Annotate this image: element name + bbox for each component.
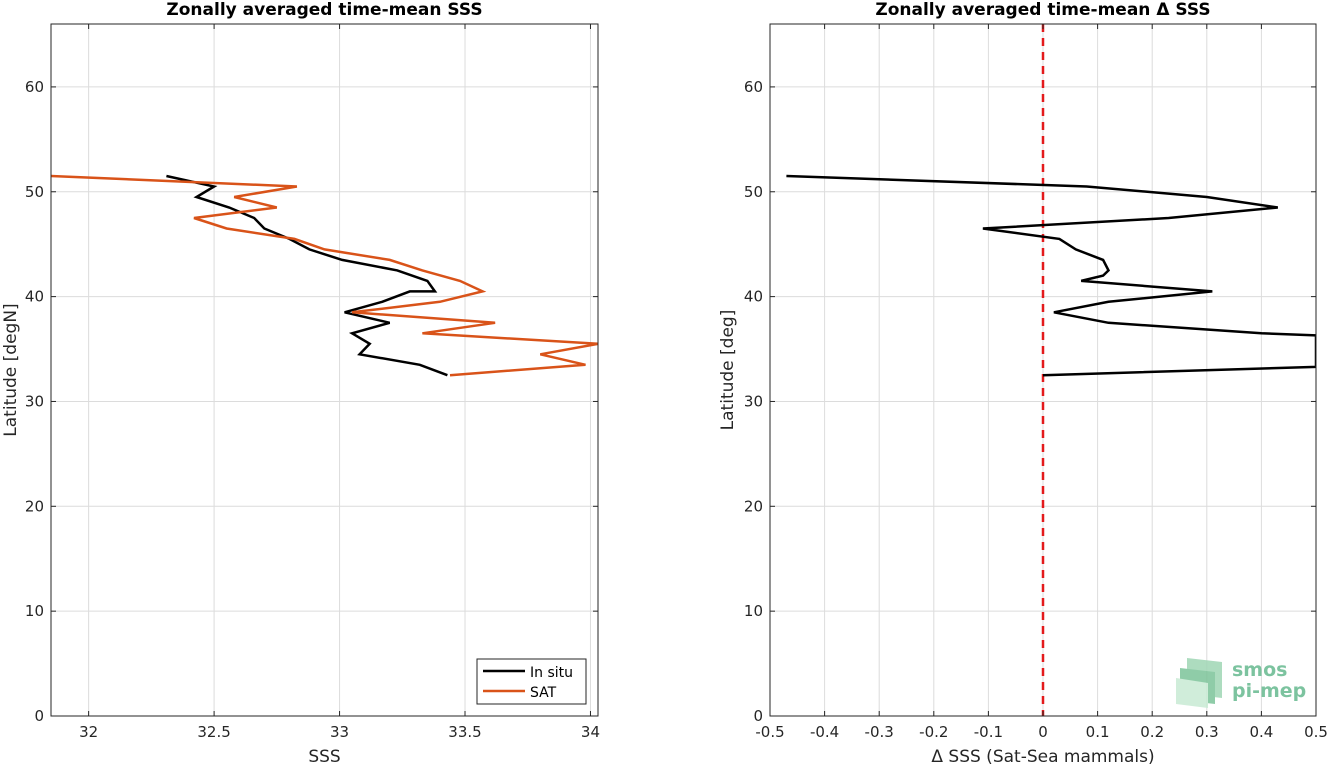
- right-y-tick-label: 40: [744, 288, 763, 306]
- left-y-tick-label: 0: [34, 707, 44, 725]
- left-y-tick-label: 40: [25, 288, 44, 306]
- left-tick-labels: 32 32.5 33 33.5 34 0 10 20 30 40 50 60: [25, 24, 600, 741]
- left-grid: [51, 24, 598, 717]
- right-y-tick-label: 0: [753, 707, 763, 725]
- left-x-axis-label: SSS: [308, 747, 340, 765]
- left-axes-box: [50, 23, 599, 717]
- legend-label-sat: SAT: [530, 685, 557, 701]
- right-x-axis-label: Δ SSS (Sat-Sea mammals): [931, 747, 1154, 765]
- legend-label-in-situ: In situ: [530, 665, 573, 681]
- left-y-tick-label: 30: [25, 392, 44, 410]
- right-series-lines: [786, 24, 1316, 716]
- right-y-tick-label: 10: [744, 602, 763, 620]
- logo-text-line2: pi-mep: [1232, 680, 1306, 702]
- right-tick-labels: -0.5 -0.4 -0.3 -0.2 -0.1 0 0.1 0.2 0.3 0.4 0.5 0 10 2…: [744, 24, 1327, 741]
- right-y-tick-label: 50: [744, 183, 763, 201]
- legend-box: [476, 658, 587, 705]
- left-y-tick-label: 60: [25, 78, 44, 96]
- left-x-tick-label: 33: [330, 723, 349, 741]
- left-x-tick-label: 33.5: [448, 723, 481, 741]
- right-y-tick-label: 20: [744, 497, 763, 515]
- left-series-line-in-situ: [166, 174, 448, 377]
- left-chart-title: Zonally averaged time-mean SSS: [166, 0, 482, 20]
- left-y-tick-label: 50: [25, 183, 44, 201]
- right-x-tick-label: 0: [1038, 723, 1048, 741]
- left-y-tick-label: 10: [25, 602, 44, 620]
- legend: In situ SAT: [476, 658, 587, 705]
- right-chart-title: Zonally averaged time-mean Δ SSS: [875, 0, 1210, 20]
- left-x-tick-label: 32: [79, 723, 98, 741]
- left-y-axis-label: Latitude [degN]: [1, 303, 21, 436]
- right-y-tick-label: 60: [744, 78, 763, 96]
- left-x-tick-label: 32.5: [197, 723, 230, 741]
- logo-text-line1: smos: [1232, 659, 1287, 681]
- right-y-axis-label: Latitude [deg]: [718, 310, 738, 431]
- left-y-tick-label: 20: [25, 497, 44, 515]
- right-x-tick-label: 0.1: [1086, 723, 1110, 741]
- left-series-line-sat: [51, 174, 598, 377]
- right-x-tick-label: 0.5: [1304, 723, 1327, 741]
- left-series-lines: [51, 174, 598, 377]
- right-chart-panel: smos pi-mep -0.5 -0.4 -0.3 -0.2 -0.1 0 0.1 0.2 0…: [718, 0, 1327, 765]
- right-x-tick-label: -0.2: [919, 723, 948, 741]
- right-x-tick-label: 0.3: [1195, 723, 1219, 741]
- logo-shape-front: [1176, 678, 1208, 708]
- right-y-tick-label: 30: [744, 392, 763, 410]
- left-chart-panel: 32 32.5 33 33.5 34 0 10 20 30 40 50 60 Zonally aver…: [1, 0, 600, 765]
- right-x-tick-label: -0.3: [865, 723, 894, 741]
- right-x-tick-label: -0.4: [810, 723, 839, 741]
- right-x-tick-label: 0.2: [1140, 723, 1164, 741]
- smos-pi-mep-logo: smos pi-mep: [1176, 658, 1306, 708]
- right-x-tick-label: -0.1: [974, 723, 1003, 741]
- right-x-tick-label: 0.4: [1249, 723, 1273, 741]
- left-x-tick-label: 34: [581, 723, 600, 741]
- right-x-tick-label: -0.5: [755, 723, 784, 741]
- right-series-line-series-0: [786, 174, 1316, 377]
